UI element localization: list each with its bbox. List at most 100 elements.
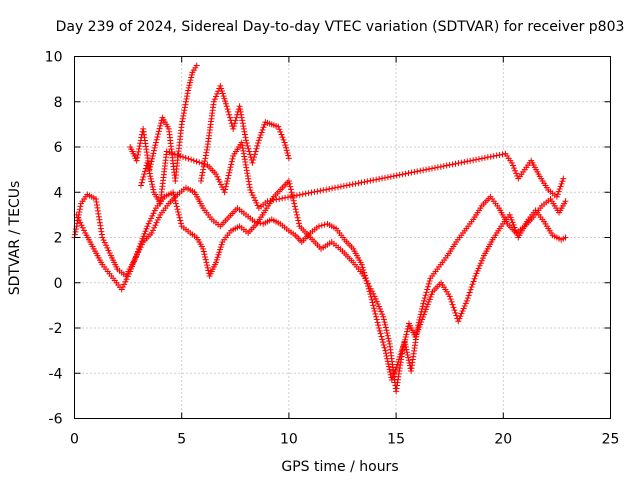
data-point [374, 319, 381, 326]
data-point [284, 150, 291, 157]
data-point [379, 311, 386, 318]
data-point [417, 321, 424, 328]
data-point [363, 278, 370, 285]
data-point [422, 292, 429, 299]
data-point [238, 139, 245, 146]
data-point [434, 164, 441, 171]
data-point [372, 310, 379, 317]
data-point [252, 148, 259, 155]
data-point [421, 308, 428, 315]
data-point [368, 288, 375, 295]
data-point [470, 278, 477, 285]
data-point [100, 237, 107, 244]
data-point [295, 217, 302, 224]
data-point [468, 284, 475, 291]
data-point [287, 186, 294, 193]
data-point [496, 151, 503, 158]
data-point [382, 350, 389, 357]
data-point [507, 214, 514, 221]
data-point [370, 305, 377, 312]
data-point [226, 114, 233, 121]
data-point [404, 349, 411, 356]
data-point [214, 173, 221, 180]
data-point [134, 248, 141, 255]
y-tick-label: 4 [54, 185, 63, 201]
data-point [283, 144, 290, 151]
data-point [253, 199, 260, 206]
data-point [220, 93, 227, 100]
data-point [314, 188, 321, 195]
data-point [243, 167, 250, 174]
data-point [412, 334, 419, 341]
data-point [244, 170, 251, 177]
data-point [200, 163, 207, 170]
data-point [380, 316, 387, 323]
data-point [201, 251, 208, 258]
data-point [423, 166, 430, 173]
data-point [152, 142, 159, 149]
data-point [245, 178, 252, 185]
data-point [420, 311, 427, 318]
data-point [144, 223, 151, 230]
data-point [226, 169, 233, 176]
data-point [493, 152, 500, 159]
data-point [221, 189, 228, 196]
data-point [105, 247, 112, 254]
data-point [205, 267, 212, 274]
data-point [506, 211, 513, 218]
data-point [388, 377, 395, 384]
data-point [376, 327, 383, 334]
data-point [184, 93, 191, 100]
data-point [508, 159, 515, 166]
data-point [287, 183, 294, 190]
data-point [323, 186, 330, 193]
data-point [423, 289, 430, 296]
data-point [308, 189, 315, 196]
data-point [239, 120, 246, 127]
data-point [270, 197, 277, 204]
data-point [217, 244, 224, 251]
data-point [290, 193, 297, 200]
data-point [254, 202, 261, 209]
data-point [484, 154, 491, 161]
data-point [140, 173, 147, 180]
data-point [377, 306, 384, 313]
data-point [372, 295, 379, 302]
data-point [152, 139, 159, 146]
data-point [455, 160, 462, 167]
data-point [147, 161, 154, 168]
data-point [134, 151, 141, 158]
data-point [149, 155, 156, 162]
data-point [302, 190, 309, 197]
data-point [431, 164, 438, 171]
data-point [387, 173, 394, 180]
data-point [187, 77, 194, 84]
data-point [282, 194, 289, 201]
data-point [244, 142, 251, 149]
data-point [217, 82, 224, 89]
data-point [477, 260, 484, 267]
y-tick-labels: -6 -4 -2 0 2 4 6 8 10 [45, 50, 63, 428]
data-point [246, 181, 253, 188]
x-tick-labels: 0 5 10 15 20 25 [70, 432, 619, 448]
data-point [149, 227, 156, 234]
data-point [318, 222, 325, 229]
data-point [293, 192, 300, 199]
data-point [145, 165, 152, 172]
data-point [137, 240, 144, 247]
data-point [72, 228, 79, 235]
data-point [420, 297, 427, 304]
data-point [136, 143, 143, 150]
data-point [150, 186, 157, 193]
data-point [452, 309, 459, 316]
data-point [326, 185, 333, 192]
data-point [416, 323, 423, 330]
data-point [449, 161, 456, 168]
data-point [509, 162, 516, 169]
data-point [203, 259, 210, 266]
data-point [149, 181, 156, 188]
data-point [414, 168, 421, 175]
data-point [449, 301, 456, 308]
data-point [386, 338, 393, 345]
